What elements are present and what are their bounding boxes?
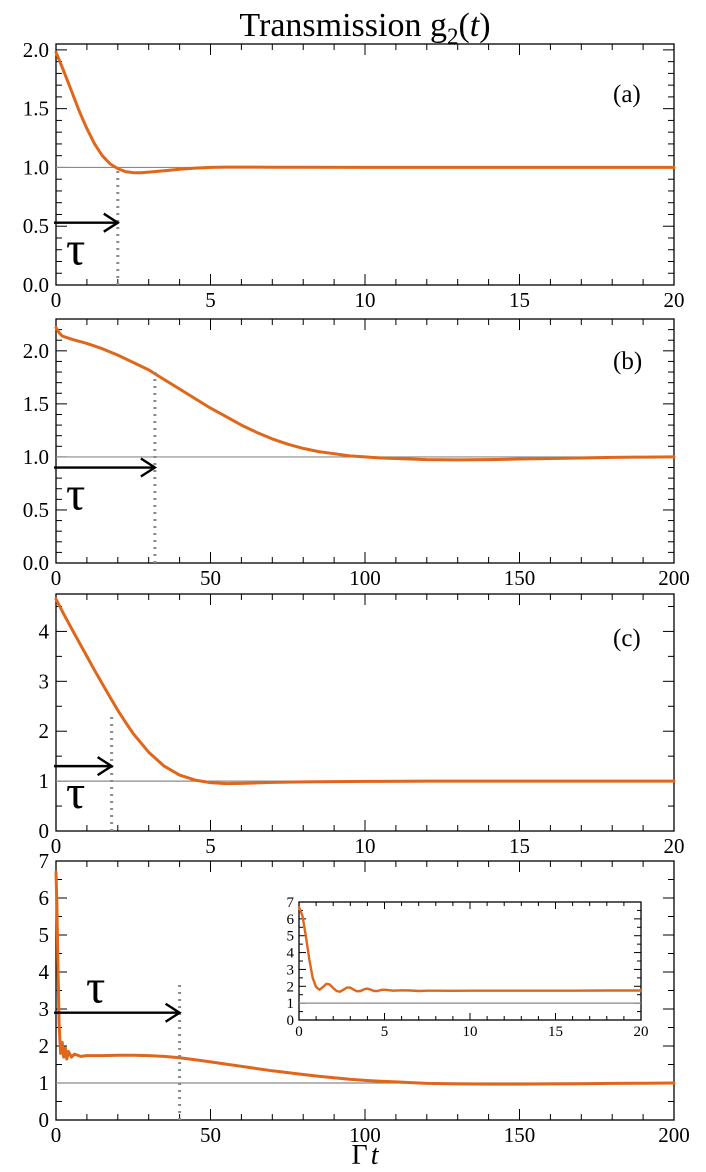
panels: 0 5 10 15 200.00.51.01.52.0τ(a)0 50 100 150 2000…	[23, 38, 690, 1147]
y-tick-label: 2.0	[23, 38, 49, 62]
series-line	[297, 905, 643, 993]
y-tick-label: 2	[39, 719, 50, 743]
x-tick-label: 20	[634, 1024, 649, 1040]
y-tick-label: 6	[287, 912, 295, 928]
plot-frame	[55, 593, 675, 832]
plot-frame	[55, 318, 675, 564]
y-tick-label: 1	[287, 996, 295, 1012]
y-tick-label: 5	[39, 923, 50, 947]
chart-title: Transmission g2(t)	[239, 7, 490, 49]
plot-frame	[55, 43, 675, 286]
y-tick-label: 3	[39, 669, 50, 693]
tau-arrowhead	[140, 457, 158, 478]
y-tick-label: 1	[39, 769, 50, 793]
x-tick-label: 50	[200, 1123, 221, 1147]
y-tick-label: 0	[287, 1013, 295, 1029]
y-tick-label: 0	[39, 1108, 50, 1132]
x-tick-label: 10	[355, 834, 376, 858]
x-tick-label: 150	[504, 566, 536, 590]
panel-c: 0 5 10 15 20 0 1 2 3 4 τ (c)	[39, 593, 685, 858]
tau-arrowhead	[164, 1002, 182, 1023]
tau-label: τ	[86, 961, 105, 1014]
x-tick-label: 5	[205, 834, 216, 858]
x-tick-label: 200	[658, 1123, 690, 1147]
panel-label: (a)	[613, 81, 641, 108]
inset-background	[299, 902, 641, 1020]
panel-b: 0 50 100 150 200 0.0 0.5 1.0 1.5 2.0 τ (b)	[23, 318, 690, 590]
tau-label: τ	[66, 766, 85, 819]
y-tick-label: 3	[39, 997, 50, 1021]
series-line	[54, 326, 676, 462]
y-tick-label: 3	[287, 962, 295, 978]
x-tick-label: 15	[509, 834, 530, 858]
x-tick-label: 200	[658, 566, 690, 590]
x-tick-label: 0	[51, 1123, 62, 1147]
y-tick-label: 1.5	[23, 97, 49, 121]
series-line	[54, 50, 676, 175]
x-tick-label: 15	[509, 288, 530, 312]
x-tick-label: 5	[381, 1024, 389, 1040]
x-tick-label: 100	[349, 1123, 381, 1147]
y-tick-label: 1.0	[23, 155, 49, 179]
panel-label: (c)	[613, 625, 641, 652]
y-tick-label: 0.0	[23, 551, 49, 575]
series-line	[54, 870, 676, 1086]
x-tick-label: 0	[295, 1024, 303, 1040]
x-tick-label: 0	[51, 288, 62, 312]
tau-label: τ	[66, 223, 85, 276]
x-tick-label: 20	[664, 834, 685, 858]
title-subscript: 2	[447, 24, 459, 49]
y-tick-label: 0.5	[23, 498, 49, 522]
x-tick-label: 10	[355, 288, 376, 312]
panel-a: 0 5 10 15 20 0.0 0.5 1.0 1.5 2.0 τ (a)	[23, 38, 685, 312]
x-tick-label: 150	[504, 1123, 536, 1147]
y-tick-label: 4	[39, 619, 50, 643]
y-tick-label: 0.0	[23, 273, 49, 297]
y-tick-label: 7	[287, 895, 295, 911]
y-tick-label: 6	[39, 886, 50, 910]
y-tick-label: 0.5	[23, 214, 49, 238]
y-tick-label: 2	[287, 979, 295, 995]
y-tick-label: 1.5	[23, 392, 49, 416]
x-tick-label: 10	[463, 1024, 478, 1040]
y-tick-label: 5	[287, 929, 295, 945]
x-tick-label: 50	[200, 566, 221, 590]
y-tick-label: 1.0	[23, 445, 49, 469]
y-tick-label: 2	[39, 1034, 50, 1058]
series-line	[54, 597, 676, 786]
x-tick-label: 100	[349, 566, 381, 590]
y-tick-label: 2.0	[23, 339, 49, 363]
x-tick-label: 15	[548, 1024, 563, 1040]
title-argument: (t)	[458, 7, 490, 44]
panel-label: (b)	[613, 348, 642, 375]
x-tick-label: 20	[664, 288, 685, 312]
x-tick-label: 0	[51, 834, 62, 858]
y-tick-label: 0	[39, 819, 50, 843]
x-tick-label: 0	[51, 566, 62, 590]
tau-arrowhead	[103, 212, 121, 233]
y-tick-label: 7	[39, 849, 50, 873]
y-tick-label: 1	[39, 1071, 50, 1095]
y-tick-label: 4	[39, 960, 50, 984]
y-tick-label: 4	[287, 946, 295, 962]
tau-label: τ	[66, 468, 85, 521]
tau-arrowhead	[96, 756, 114, 777]
x-tick-label: 5	[205, 288, 216, 312]
